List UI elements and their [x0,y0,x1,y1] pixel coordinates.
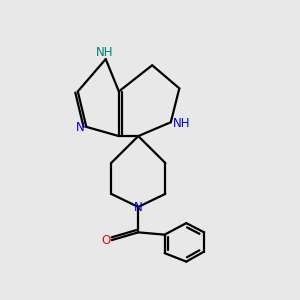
Text: N: N [76,121,85,134]
Text: NH: NH [95,46,113,59]
Text: NH: NH [173,117,190,130]
Text: O: O [101,234,110,247]
Text: N: N [134,201,142,214]
